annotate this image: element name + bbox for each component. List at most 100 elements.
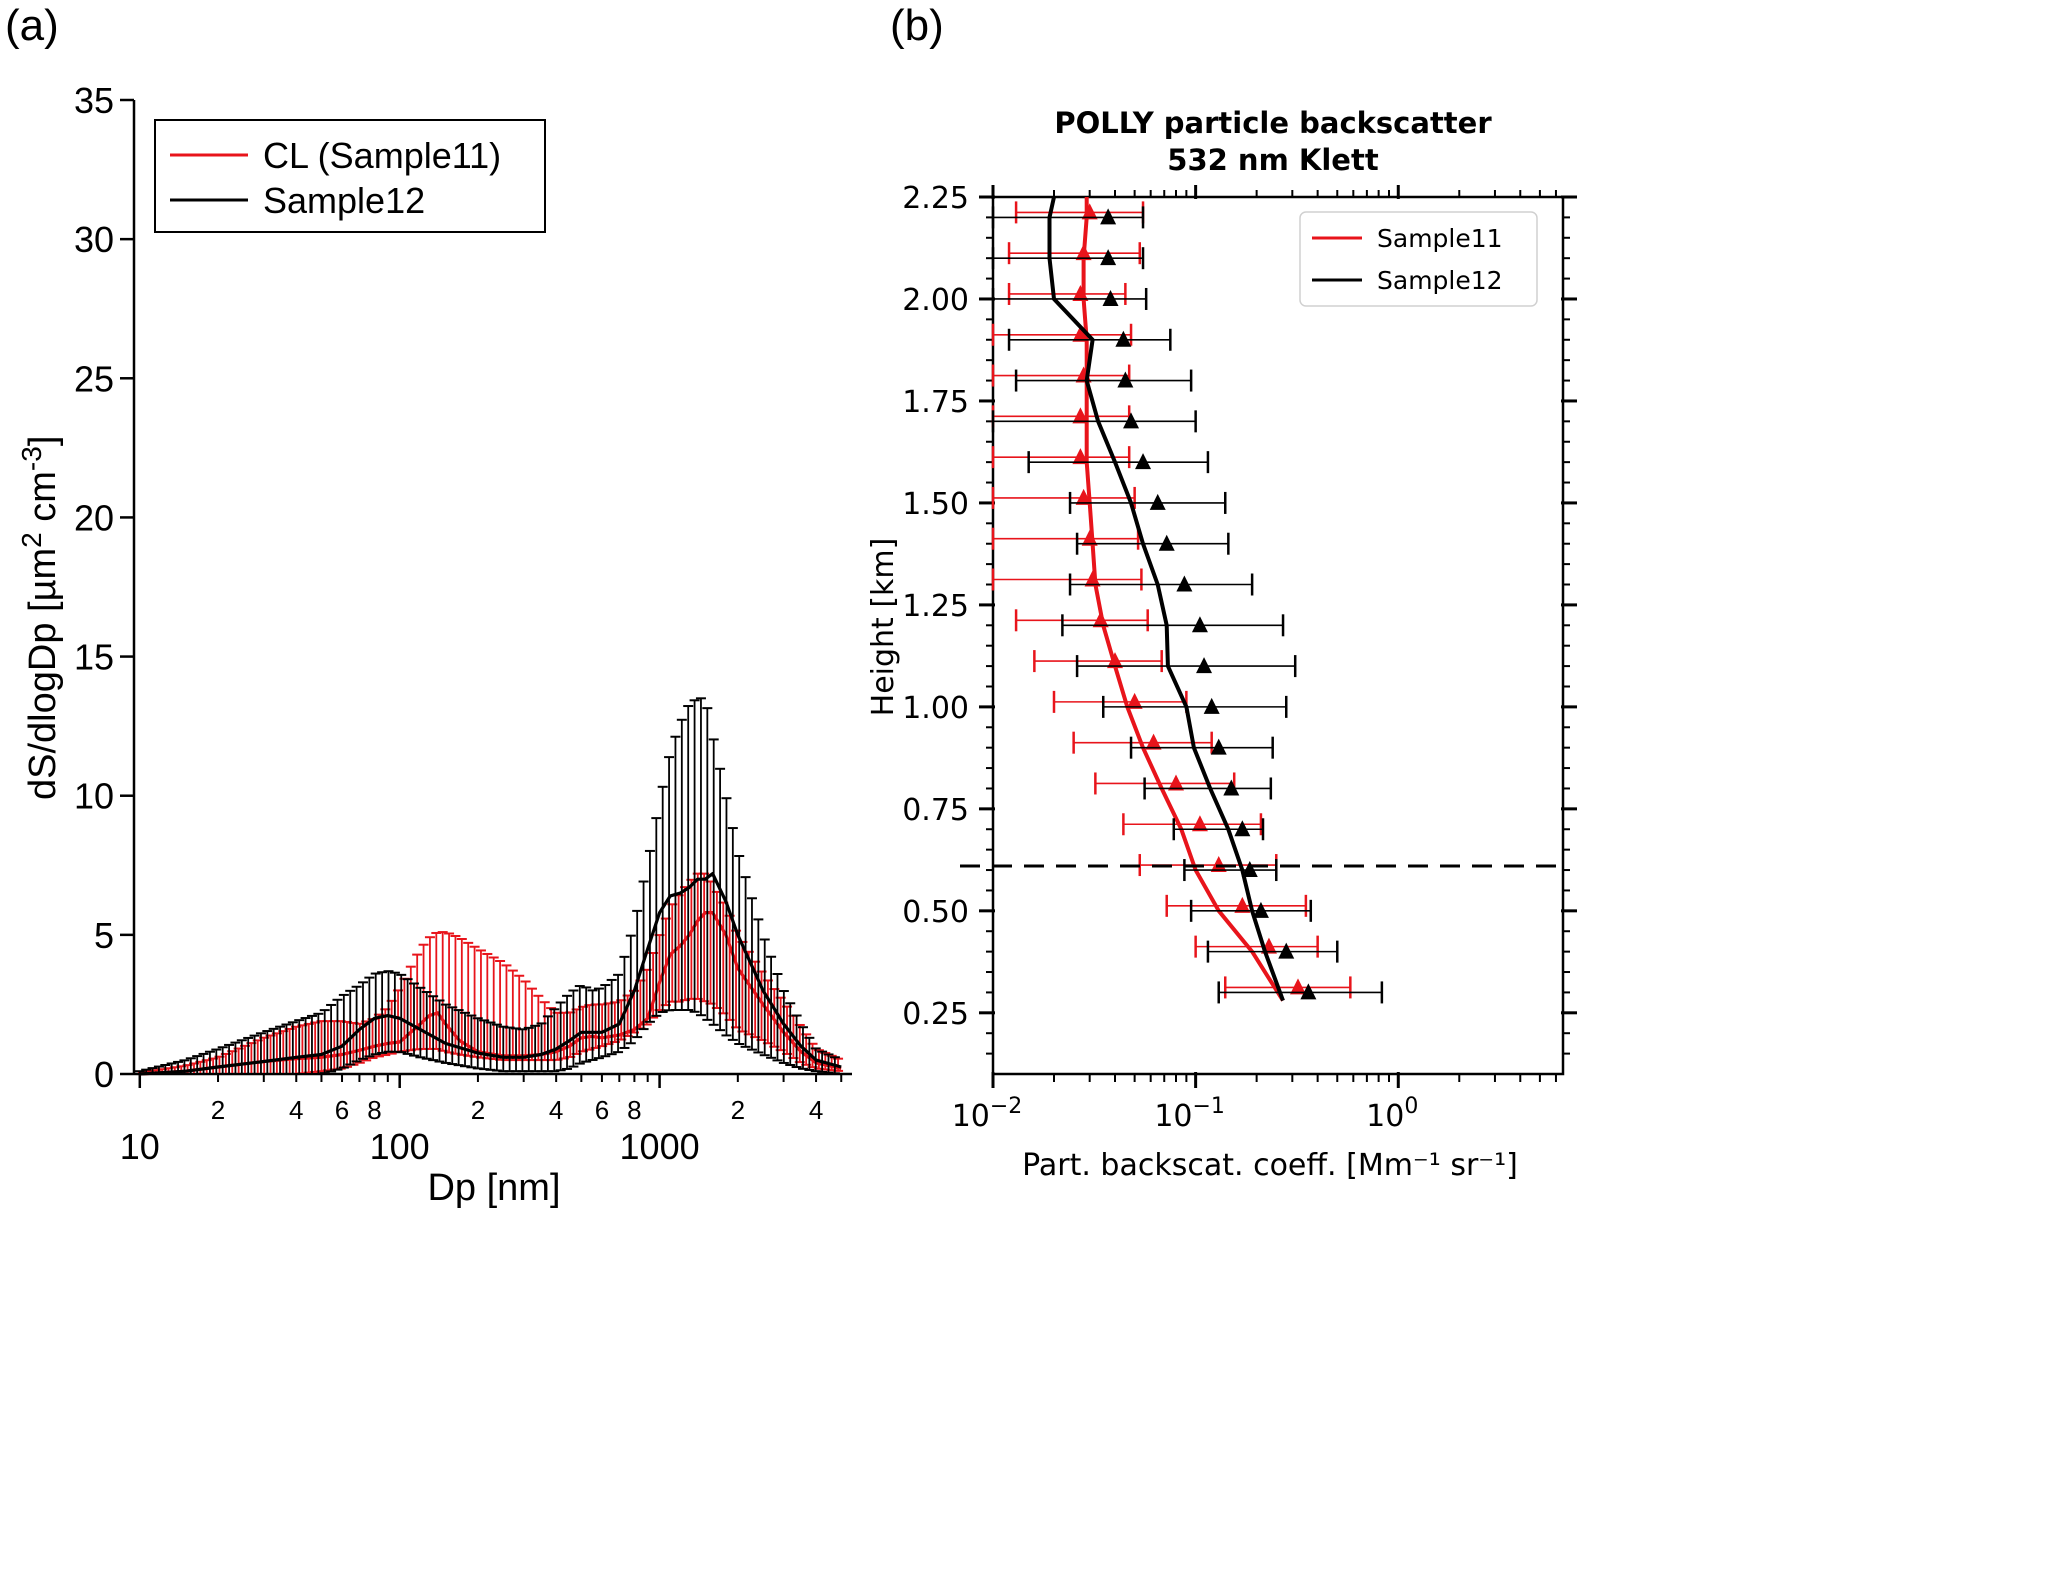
b-y-tick-label-8: 2.25: [902, 181, 969, 216]
b-marker-1-16: [1241, 861, 1258, 878]
b-marker-1-15: [1234, 820, 1251, 837]
a-legend-label-sample12: Sample12: [263, 180, 425, 221]
b-y-tick-label-4: 1.25: [902, 589, 969, 624]
b-x-tick-label-2: 100: [1366, 1094, 1418, 1134]
b-marker-1-1: [1100, 249, 1117, 266]
a-legend-box: [154, 119, 546, 233]
b-marker-1-2: [1102, 289, 1119, 306]
a-y-tick-label-3: 15: [74, 637, 114, 678]
a-x-minor-label-1-2: 2: [471, 1095, 485, 1125]
a-x-minor-label-0-4: 4: [289, 1095, 303, 1125]
b-y-ticks: 0.25 0.50 0.75 1.00 1.25 1.50 1.75 2.00 2.25: [902, 181, 1577, 1055]
a-x-minor-label-1-6: 6: [595, 1095, 609, 1125]
b-marker-1-11: [1196, 657, 1213, 674]
b-legend-label-sample12: Sample12: [1377, 266, 1503, 295]
b-legend: Sample11 Sample12: [1299, 211, 1538, 307]
b-y-tick-label-7: 2.00: [902, 283, 969, 318]
b-x-ticks: 10−2 10−1 100: [952, 185, 1557, 1134]
b-marker-0-14: [1167, 774, 1184, 791]
b-marker-0-10: [1092, 611, 1109, 628]
a-y-tick-label-2: 10: [74, 776, 114, 817]
a-x-minor-label-1-4: 4: [549, 1095, 563, 1125]
b-y-axis-label: Height [km]: [866, 538, 901, 717]
b-marker-1-3: [1115, 330, 1132, 347]
b-marker-1-18: [1278, 942, 1295, 959]
b-marker-1-7: [1149, 493, 1166, 510]
b-marker-1-10: [1191, 616, 1208, 633]
b-marker-0-9: [1084, 570, 1101, 587]
b-title-line2: 532 nm Klett: [1167, 143, 1379, 177]
a-y-axis-label: dS/dlogDp [µm2 cm-3]: [16, 436, 64, 800]
a-y-tick-label-7: 35: [74, 80, 114, 121]
a-x-axis-label: Dp [nm]: [427, 1167, 560, 1209]
a-y-tick-label-5: 25: [74, 358, 114, 399]
a-x-minor-label-0-6: 6: [335, 1095, 349, 1125]
b-series-0: [991, 197, 1352, 1002]
a-series-line-1: [139, 871, 842, 1076]
b-plot-frame: [991, 195, 1565, 1076]
b-y-tick-label-3: 1.00: [902, 691, 969, 726]
a-x-minor-label-0-8: 8: [367, 1095, 381, 1125]
b-marker-1-14: [1223, 779, 1240, 796]
a-x-major-label-2: 1000: [620, 1126, 700, 1167]
b-marker-0-16: [1210, 856, 1227, 873]
panel-label-a: (a): [5, 1, 59, 50]
b-marker-0-2: [1072, 284, 1089, 301]
b-marker-0-3: [1072, 325, 1089, 342]
a-x-major-label-0: 10: [120, 1126, 160, 1167]
b-legend-box: [1299, 211, 1538, 307]
b-marker-1-13: [1210, 738, 1227, 755]
b-x-tick-label-0: 10−2: [952, 1094, 1023, 1134]
b-marker-0-6: [1072, 448, 1089, 465]
b-y-tick-label-1: 0.50: [902, 895, 969, 930]
a-y-tick-label-6: 30: [74, 219, 114, 260]
b-marker-0-15: [1191, 815, 1208, 832]
b-marker-1-19: [1300, 983, 1317, 1000]
a-x-minor-label-1-8: 8: [627, 1095, 641, 1125]
a-legend: CL (Sample11) Sample12: [154, 119, 546, 233]
b-series-line-1: [1047, 196, 1285, 1002]
a-x-minor-label-0-2: 2: [211, 1095, 225, 1125]
b-marker-1-12: [1203, 697, 1220, 714]
b-marker-1-6: [1135, 453, 1152, 470]
a-legend-label-sample11: CL (Sample11): [263, 135, 501, 176]
b-marker-1-9: [1176, 575, 1193, 592]
b-title-line1: POLLY particle backscatter: [1054, 106, 1492, 140]
b-marker-0-0: [1081, 203, 1098, 220]
a-series-1: [134, 697, 842, 1076]
a-x-minor-label-2-4: 4: [809, 1095, 823, 1125]
b-marker-0-7: [1075, 488, 1092, 505]
b-series-1: [991, 196, 1384, 1004]
a-y-tick-label-0: 0: [94, 1054, 114, 1095]
panel-b: 0.25 0.50 0.75 1.00 1.25 1.50 1.75 2.00 2.25 10−…: [866, 106, 1577, 1183]
panel-label-b: (b): [890, 1, 944, 50]
b-y-tick-label-2: 0.75: [902, 793, 969, 828]
b-y-tick-label-6: 1.75: [902, 385, 969, 420]
a-y-ticks: 0 5 10 15 20 25 30 35: [74, 80, 134, 1095]
b-x-axis-label: Part. backscat. coeff. [Mm⁻¹ sr⁻¹]: [1022, 1148, 1518, 1183]
b-marker-0-17: [1234, 896, 1251, 913]
b-y-tick-label-5: 1.50: [902, 487, 969, 522]
b-marker-1-8: [1158, 534, 1175, 551]
a-x-major-label-1: 100: [370, 1126, 430, 1167]
a-x-minor-label-2-2: 2: [731, 1095, 745, 1125]
a-plot-area: [134, 697, 844, 1076]
a-y-tick-label-1: 5: [94, 915, 114, 956]
b-marker-0-5: [1072, 407, 1089, 424]
b-marker-1-17: [1252, 901, 1269, 918]
b-marker-0-8: [1081, 529, 1098, 546]
b-marker-1-4: [1117, 371, 1134, 388]
b-plot-area: [991, 196, 1384, 1004]
b-legend-label-sample11: Sample11: [1377, 224, 1503, 253]
a-y-tick-label-4: 20: [74, 497, 114, 538]
b-marker-0-1: [1075, 244, 1092, 261]
b-marker-0-12: [1126, 692, 1143, 709]
b-marker-0-11: [1106, 652, 1123, 669]
b-marker-1-5: [1123, 412, 1140, 429]
b-marker-0-19: [1289, 978, 1306, 995]
b-marker-1-0: [1100, 208, 1117, 225]
b-marker-0-13: [1145, 733, 1162, 750]
